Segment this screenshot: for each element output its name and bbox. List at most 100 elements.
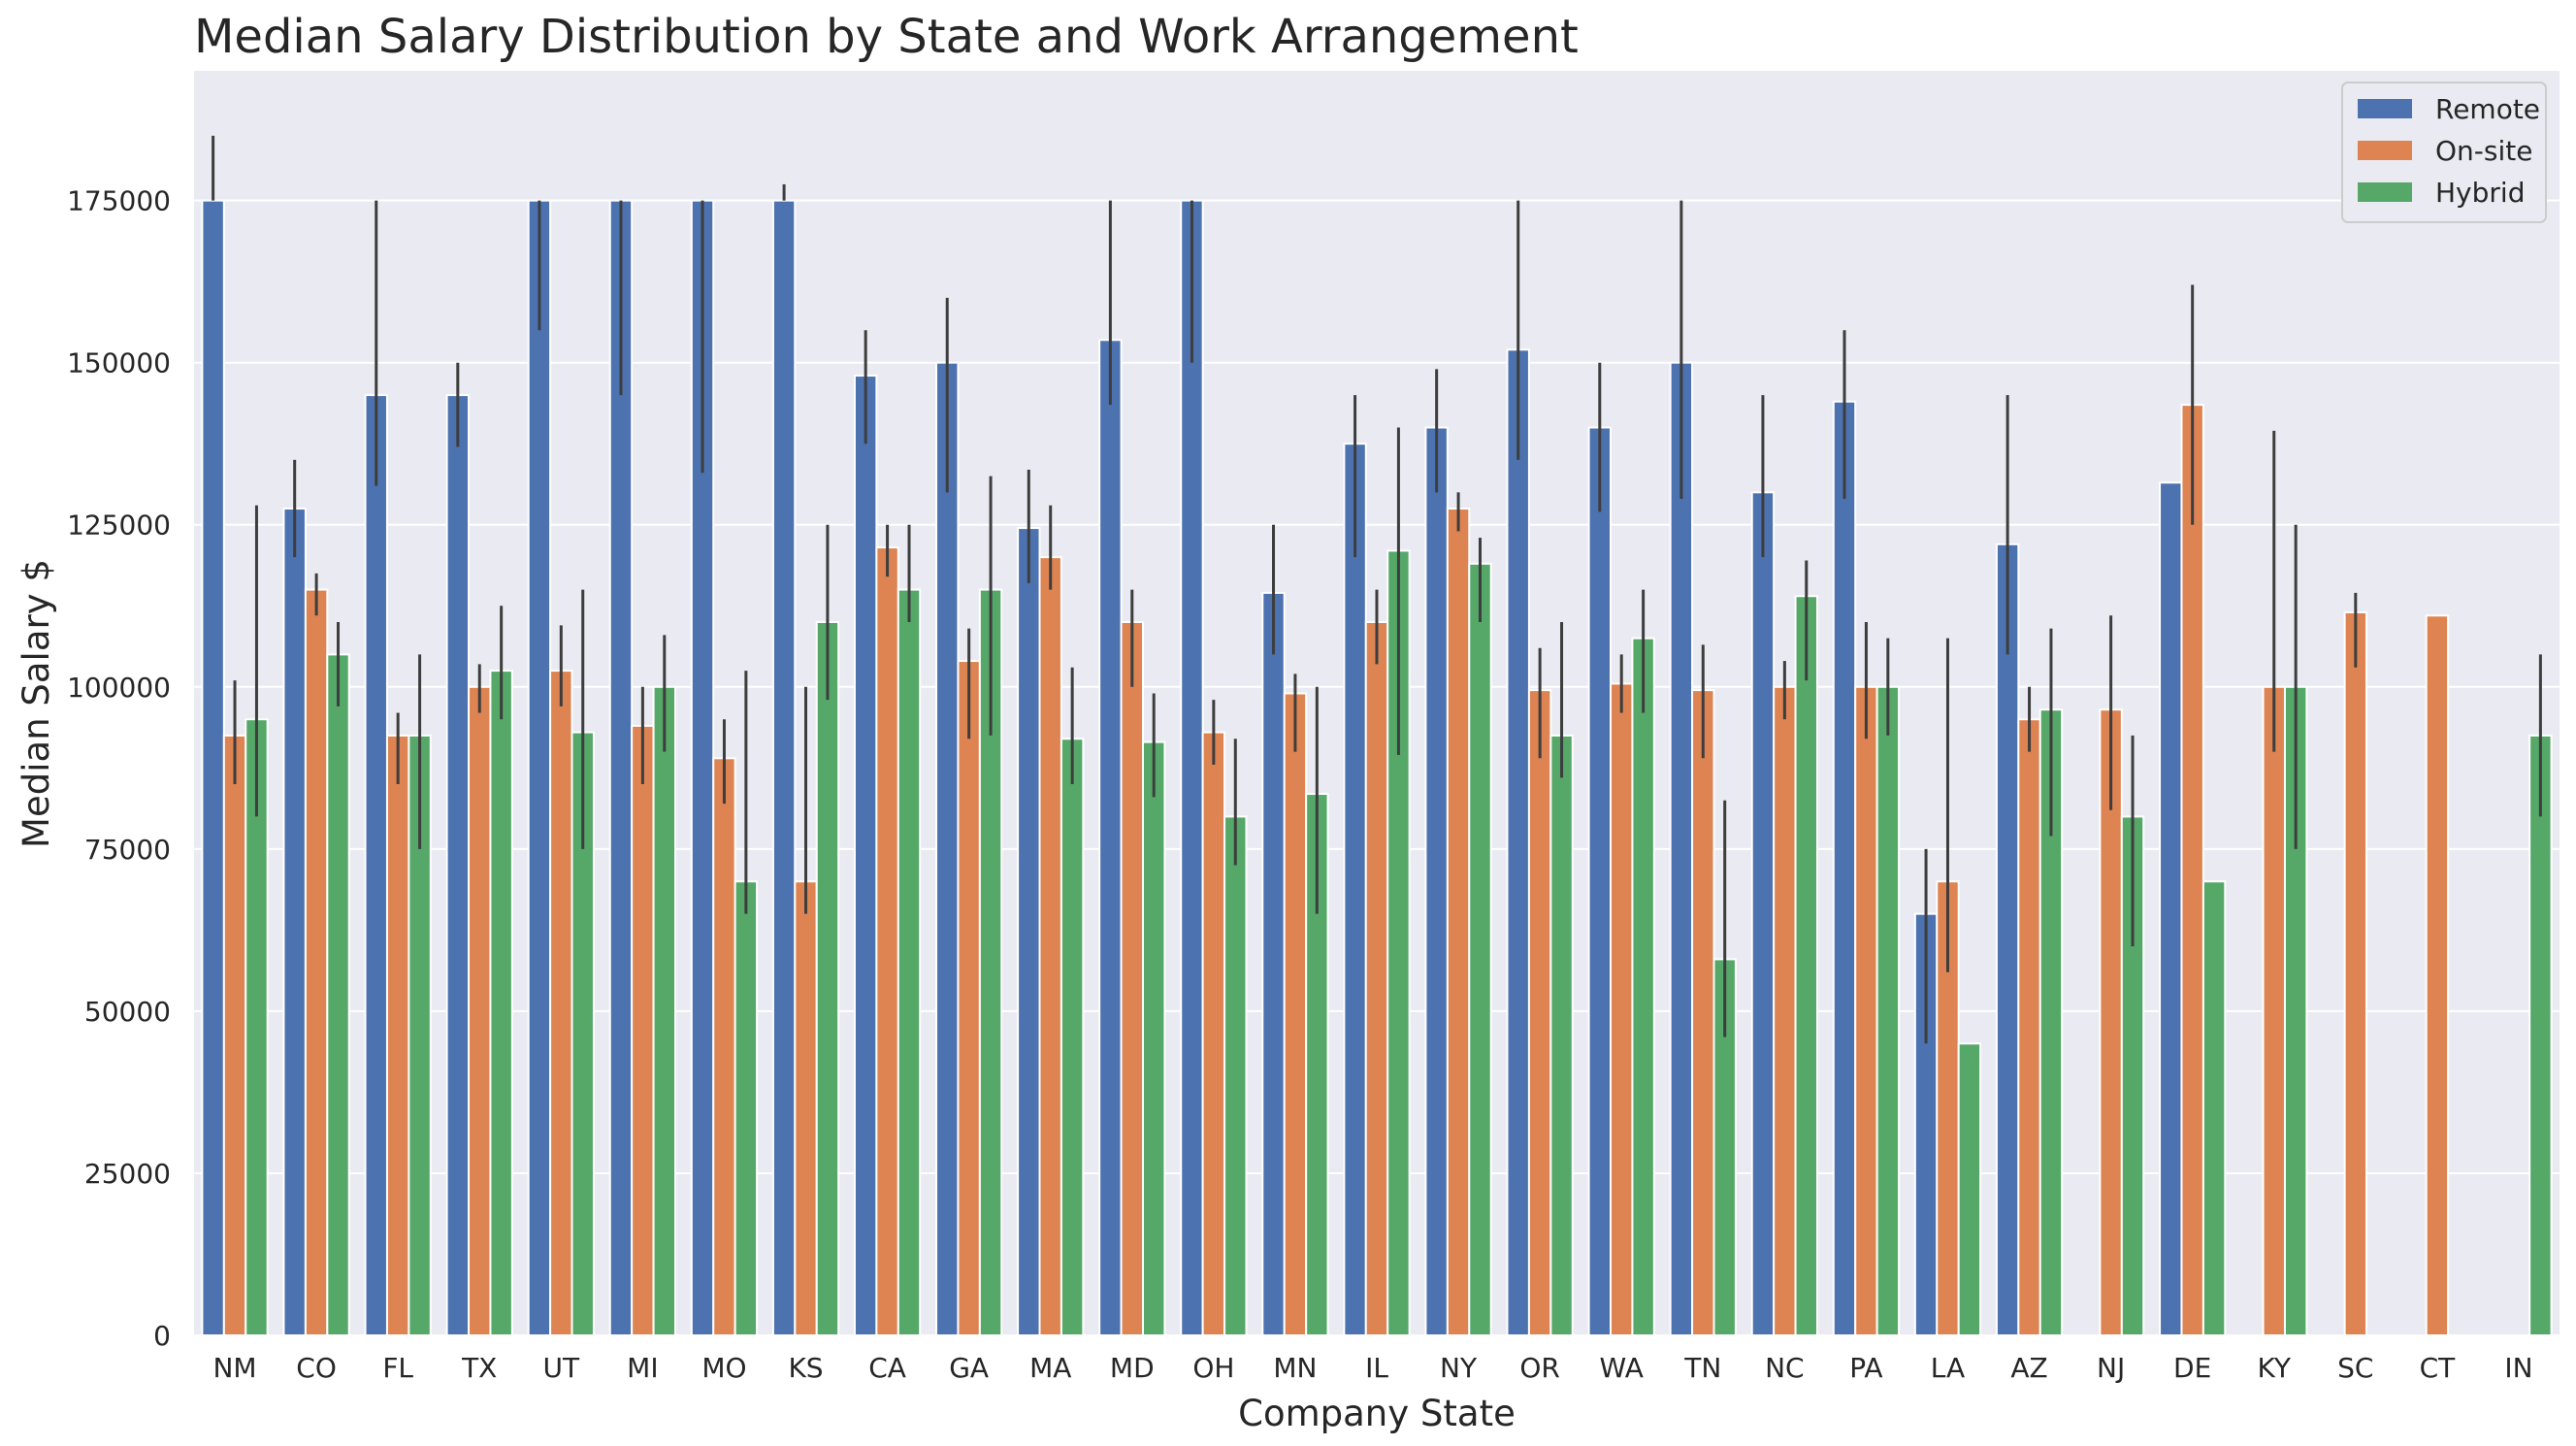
y-tick-label: 125000 bbox=[67, 509, 171, 542]
bar-on-site-il bbox=[1364, 620, 1389, 1336]
bar-hybrid-in bbox=[2528, 734, 2553, 1336]
bar-on-site-ut bbox=[549, 670, 573, 1336]
y-axis-label: Median Salary $ bbox=[16, 559, 57, 848]
bar-on-site-az bbox=[2017, 718, 2041, 1336]
bar-on-site-md bbox=[1120, 620, 1145, 1336]
bar-hybrid-nc bbox=[1794, 595, 1818, 1336]
y-tick-label: 150000 bbox=[67, 347, 171, 379]
x-tick-label: CO bbox=[296, 1352, 337, 1384]
y-tick-label: 175000 bbox=[67, 185, 171, 217]
bar-remote-tx bbox=[445, 394, 471, 1337]
bar-on-site-ny bbox=[1446, 508, 1471, 1336]
bar-remote-ga bbox=[935, 361, 960, 1336]
legend-swatch bbox=[2358, 141, 2412, 160]
x-tick-label: MN bbox=[1273, 1352, 1317, 1384]
bar-on-site-wa bbox=[1609, 682, 1634, 1336]
bar-hybrid-wa bbox=[1631, 637, 1655, 1336]
x-tick-labels: NM CO FL TX UT MI MO KS CA GA MA MD OH MN IL NY OR WA TN NC… bbox=[212, 1352, 2532, 1384]
bar-on-site-ks bbox=[794, 880, 818, 1336]
y-tick-labels: 0 25000 50000 75000 100000 125000 150000 175000 bbox=[67, 185, 171, 1352]
bar-remote-pa bbox=[1832, 400, 1857, 1336]
bar-remote-az bbox=[1995, 542, 2020, 1336]
bar-on-site-mi bbox=[631, 724, 655, 1336]
y-tick-label: 100000 bbox=[67, 672, 171, 704]
x-tick-label: MA bbox=[1029, 1352, 1071, 1384]
bar-hybrid-de bbox=[2201, 880, 2227, 1336]
legend-swatch bbox=[2358, 182, 2412, 202]
x-axis-label: Company State bbox=[1238, 1393, 1516, 1434]
bar-hybrid-oh bbox=[1223, 815, 1248, 1336]
bar-on-site-tn bbox=[1691, 689, 1715, 1336]
x-tick-label: DE bbox=[2173, 1352, 2211, 1384]
x-tick-label: TN bbox=[1683, 1352, 1721, 1384]
bar-hybrid-mo bbox=[734, 880, 759, 1336]
y-tick-label: 25000 bbox=[84, 1158, 171, 1190]
x-tick-label: KS bbox=[788, 1352, 823, 1384]
x-tick-label: LA bbox=[1931, 1352, 1965, 1384]
bar-on-site-nm bbox=[222, 734, 247, 1336]
x-tick-label: FL bbox=[382, 1352, 413, 1384]
x-tick-label: NY bbox=[1440, 1352, 1478, 1384]
bar-on-site-ct bbox=[2425, 614, 2450, 1336]
x-tick-label: NM bbox=[212, 1352, 256, 1384]
bars bbox=[201, 199, 2553, 1337]
error-bars bbox=[212, 135, 2542, 1044]
bar-remote-tn bbox=[1669, 361, 1694, 1336]
bar-remote-nm bbox=[201, 199, 225, 1337]
bar-remote-oh bbox=[1180, 199, 1204, 1337]
bar-hybrid-tx bbox=[489, 670, 513, 1336]
bar-on-site-de bbox=[2180, 404, 2204, 1336]
y-tick-label: 75000 bbox=[84, 834, 171, 866]
bar-on-site-ma bbox=[1038, 556, 1062, 1336]
x-tick-label: IN bbox=[2504, 1352, 2532, 1384]
x-tick-label: NC bbox=[1765, 1352, 1805, 1384]
bar-remote-ma bbox=[1017, 527, 1041, 1336]
x-tick-label: MI bbox=[627, 1352, 658, 1384]
bar-hybrid-pa bbox=[1875, 685, 1901, 1336]
bar-on-site-ga bbox=[957, 660, 981, 1336]
bar-hybrid-ca bbox=[897, 588, 922, 1336]
bar-on-site-mo bbox=[712, 757, 736, 1336]
x-tick-label: AZ bbox=[2010, 1352, 2047, 1384]
bar-remote-md bbox=[1098, 339, 1123, 1336]
y-tick-label: 50000 bbox=[84, 996, 171, 1028]
bar-hybrid-ks bbox=[815, 620, 840, 1336]
bar-on-site-ky bbox=[2262, 685, 2286, 1336]
bar-hybrid-ma bbox=[1060, 738, 1085, 1336]
bar-remote-or bbox=[1506, 348, 1530, 1337]
bar-on-site-sc bbox=[2343, 610, 2368, 1336]
x-tick-label: KY bbox=[2258, 1352, 2292, 1384]
x-tick-label: WA bbox=[1600, 1352, 1644, 1384]
bar-on-site-pa bbox=[1854, 685, 1878, 1336]
bar-on-site-mn bbox=[1283, 692, 1308, 1336]
bar-hybrid-la bbox=[1957, 1042, 1982, 1337]
bar-hybrid-co bbox=[326, 653, 350, 1336]
bar-remote-wa bbox=[1587, 426, 1612, 1336]
x-tick-label: UT bbox=[543, 1352, 580, 1384]
x-tick-label: NJ bbox=[2097, 1352, 2125, 1384]
bar-remote-fl bbox=[364, 394, 388, 1337]
y-tick-label: 0 bbox=[153, 1320, 171, 1352]
bar-remote-nc bbox=[1750, 491, 1776, 1337]
x-tick-label: MD bbox=[1110, 1352, 1155, 1384]
bar-on-site-co bbox=[304, 588, 329, 1336]
bar-on-site-ca bbox=[875, 546, 899, 1336]
bar-hybrid-or bbox=[1549, 734, 1574, 1336]
bar-remote-mn bbox=[1261, 591, 1286, 1336]
legend-label: On-site bbox=[2435, 135, 2532, 167]
bar-remote-co bbox=[282, 508, 307, 1336]
bar-hybrid-mi bbox=[652, 685, 677, 1336]
x-tick-label: OH bbox=[1192, 1352, 1234, 1384]
chart-title: Median Salary Distribution by State and … bbox=[194, 10, 1579, 64]
bar-remote-de bbox=[2159, 481, 2183, 1336]
bar-on-site-or bbox=[1527, 689, 1552, 1336]
bar-remote-ks bbox=[771, 199, 797, 1337]
bar-hybrid-ny bbox=[1468, 562, 1492, 1336]
x-tick-label: TX bbox=[461, 1352, 497, 1384]
x-tick-label: CT bbox=[2420, 1352, 2457, 1384]
bar-on-site-tx bbox=[468, 685, 492, 1336]
x-tick-label: IL bbox=[1365, 1352, 1388, 1384]
bar-remote-ut bbox=[527, 199, 552, 1337]
x-tick-label: MO bbox=[701, 1352, 746, 1384]
